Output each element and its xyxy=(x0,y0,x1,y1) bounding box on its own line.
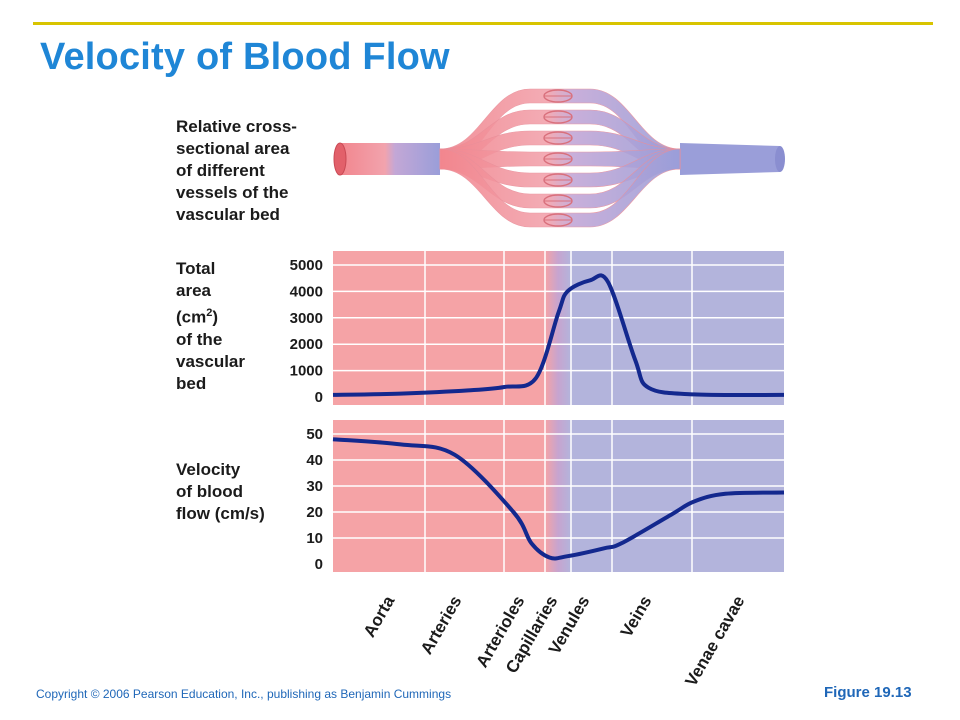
velocity-tick-label: 10 xyxy=(306,530,323,547)
area-tick-label: 3000 xyxy=(290,310,323,327)
vessels-label-line-5: vascular bed xyxy=(176,205,280,224)
velocity-tick-label: 50 xyxy=(306,426,323,443)
area-series-line xyxy=(332,273,785,398)
area-gridlines xyxy=(333,251,784,405)
velocity-label-line-2: of blood xyxy=(176,482,244,501)
vascular-bed-illustration xyxy=(333,88,785,228)
vessels-label-line-3: of different xyxy=(176,161,265,180)
category-label: Aorta xyxy=(360,592,399,640)
velocity-capillary-region xyxy=(545,420,571,572)
area-chart: 0 1000 2000 3000 4000 5000 xyxy=(290,251,785,406)
velocity-chart: 0 10 20 30 40 50 xyxy=(306,420,785,573)
velocity-axis-label: Velocity of blood flow (cm/s) xyxy=(176,459,265,525)
area-unit-sup: 2 xyxy=(206,307,213,319)
page-title: Velocity of Blood Flow xyxy=(40,36,450,78)
vessels-label: Relative cross- sectional area of differ… xyxy=(176,116,297,226)
category-label: Arteries xyxy=(417,593,466,658)
area-label-line-5: vascular xyxy=(176,351,245,371)
area-tick-label: 2000 xyxy=(290,336,323,353)
figure-number: Figure 19.13 xyxy=(824,684,912,701)
vessel-branch xyxy=(439,148,681,228)
vena-cava-opening xyxy=(775,146,785,172)
velocity-arterial-region xyxy=(333,420,545,572)
velocity-label-line-1: Velocity xyxy=(176,460,241,479)
velocity-tick-labels: 0 10 20 30 40 50 xyxy=(306,426,323,573)
aorta-opening xyxy=(333,142,347,176)
velocity-label-line-3: flow (cm/s) xyxy=(176,504,265,523)
area-capillary-region xyxy=(545,251,571,405)
aorta-vessel xyxy=(340,143,440,175)
area-tick-labels: 0 1000 2000 3000 4000 5000 xyxy=(290,257,323,406)
category-label: Veins xyxy=(617,593,656,641)
velocity-series-line xyxy=(332,437,785,561)
area-tick-label: 4000 xyxy=(290,283,323,300)
category-label: Venae cavae xyxy=(681,593,748,690)
area-arterial-region xyxy=(333,251,545,405)
vessel-category-labels: Aorta Arteries ArteriolesCapillariesVenule… xyxy=(360,592,749,690)
area-tick-label: 1000 xyxy=(290,363,323,380)
area-label-unit: (cm2) xyxy=(176,302,245,329)
area-label-line-6: bed xyxy=(176,373,207,393)
velocity-tick-label: 0 xyxy=(315,556,323,573)
vena-cava-vessel xyxy=(680,143,780,175)
area-label-line-1: Total xyxy=(176,259,216,278)
vessels-label-line-1: Relative cross- xyxy=(176,117,297,136)
copyright-notice: Copyright © 2006 Pearson Education, Inc.… xyxy=(36,687,452,701)
title-rule xyxy=(33,22,933,25)
vessels-label-line-2: sectional area xyxy=(176,139,290,158)
area-axis-label: Total area (cm2) of the vascular bed xyxy=(176,258,245,395)
velocity-gridlines xyxy=(333,420,784,572)
area-unit-pre: (cm xyxy=(176,307,207,327)
velocity-tick-label: 30 xyxy=(306,478,323,495)
vessels-label-line-4: vessels of the xyxy=(176,183,289,202)
area-tick-label: 0 xyxy=(315,389,323,406)
area-label-line-2: area xyxy=(176,281,211,300)
area-label-line-4: of the xyxy=(176,329,223,349)
velocity-tick-label: 40 xyxy=(306,452,323,469)
velocity-tick-label: 20 xyxy=(306,504,323,521)
area-unit-post: ) xyxy=(212,307,219,327)
area-tick-label: 5000 xyxy=(290,257,323,274)
